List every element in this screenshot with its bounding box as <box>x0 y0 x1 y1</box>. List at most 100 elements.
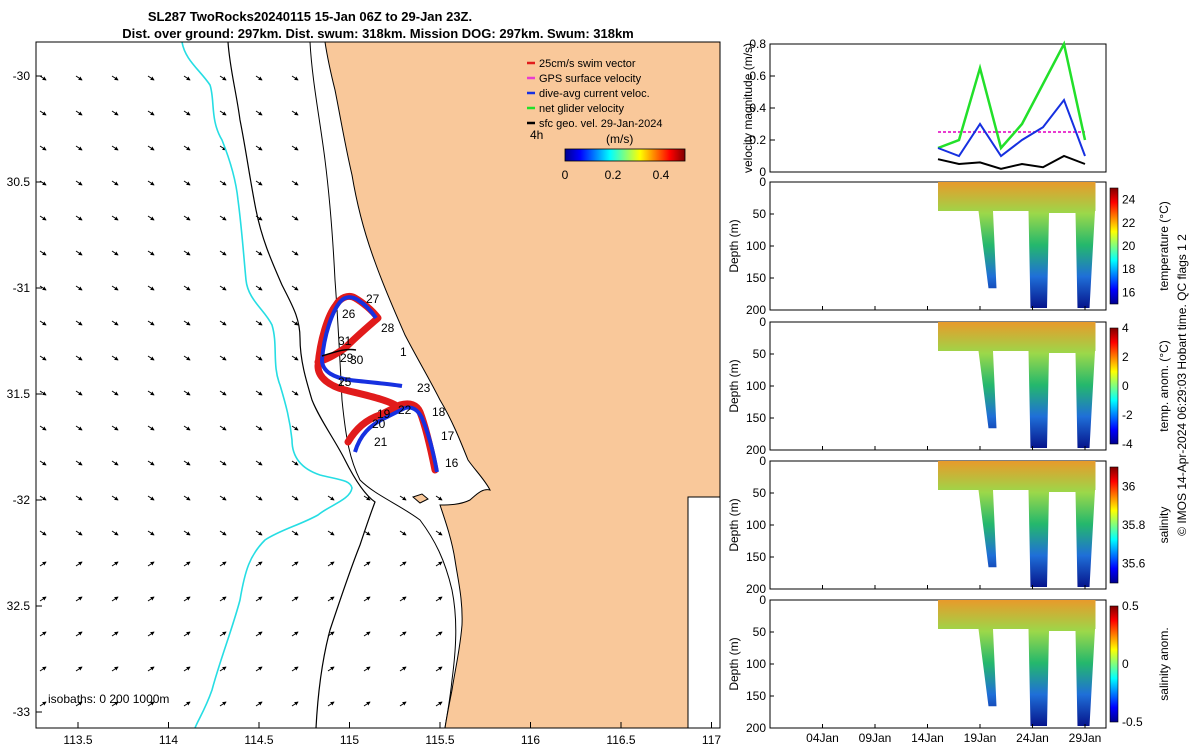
current-arrow <box>219 75 227 81</box>
colorbar-tick-label: 0.4 <box>653 168 670 182</box>
current-arrow <box>147 495 155 501</box>
vel-ytick-label: 0.6 <box>749 69 766 83</box>
current-arrow <box>147 215 155 221</box>
section-data-field <box>938 182 1096 308</box>
current-arrow <box>147 285 155 291</box>
current-arrow <box>39 631 47 637</box>
lon-tick-label: 114 <box>159 733 178 747</box>
current-arrow <box>291 180 299 186</box>
current-arrow <box>183 110 191 116</box>
current-arrow <box>255 561 263 567</box>
current-arrow <box>399 596 407 602</box>
current-arrow <box>291 75 299 81</box>
current-arrow <box>39 320 47 326</box>
depth-ylabel: Depth (m) <box>727 498 741 551</box>
current-arrow <box>255 701 263 707</box>
current-arrow <box>291 355 299 361</box>
current-arrow <box>399 561 407 567</box>
current-arrow <box>75 561 83 567</box>
current-arrow <box>147 460 155 466</box>
current-arrow <box>147 390 155 396</box>
current-arrow <box>255 355 263 361</box>
current-arrow <box>147 631 155 637</box>
current-arrow <box>219 180 227 186</box>
depth-tick-label: 100 <box>746 379 766 393</box>
section-panel-temperature: 0 50 100 150 200 Depth (m) 24 22 20 18 16 temperatu… <box>727 175 1171 317</box>
current-arrow <box>147 596 155 602</box>
map-axis-ticks: 113.5 114 114.5 115 115.5 116 116.5 117-3030.5-… <box>7 69 722 747</box>
colorbar-tick-label: 24 <box>1122 193 1136 207</box>
depth-tick-label: 0 <box>759 175 766 189</box>
section-data-field <box>938 461 1096 587</box>
current-arrow <box>291 285 299 291</box>
current-arrow <box>39 355 47 361</box>
colorbar-tick-label: 35.8 <box>1122 518 1146 532</box>
current-arrow <box>291 666 299 672</box>
lon-tick-label: 116.5 <box>606 733 635 747</box>
map-legend: 25cm/s swim vector GPS surface velocity di… <box>527 58 663 130</box>
isobath-200m <box>227 42 376 728</box>
current-arrow <box>111 530 119 536</box>
current-arrow <box>183 561 191 567</box>
current-arrow <box>219 250 227 256</box>
velocity-ylabel: velocity magnitude (m/s) <box>741 43 755 173</box>
current-arrow <box>111 425 119 431</box>
day-label-20: 20 <box>372 417 386 431</box>
depth-tick-label: 50 <box>753 625 767 639</box>
date-tick-label: 24Jan <box>1016 731 1049 745</box>
land-area <box>324 42 720 728</box>
current-arrow <box>111 390 119 396</box>
depth-tick-label: 0 <box>759 593 766 607</box>
velocity-line-3 <box>937 154 1086 170</box>
day-label-29: 29 <box>340 351 354 365</box>
map-colorbar-ticks: 0 0.2 0.4 <box>562 168 670 182</box>
current-arrow <box>255 250 263 256</box>
depth-tick-label: 50 <box>753 207 767 221</box>
lon-tick-label: 117 <box>702 733 721 747</box>
current-arrow <box>75 75 83 81</box>
day-label-28: 28 <box>381 321 395 335</box>
current-arrow <box>219 460 227 466</box>
day-label-1: 1 <box>400 345 407 359</box>
current-arrow <box>111 285 119 291</box>
lat-tick-label: 30.5 <box>7 175 31 189</box>
day-label-17: 17 <box>441 429 455 443</box>
colorbar-tick-label: 2 <box>1122 350 1129 364</box>
current-arrow <box>363 561 371 567</box>
current-arrow <box>183 596 191 602</box>
garden-island <box>412 493 429 504</box>
current-arrow <box>219 110 227 116</box>
section-panel-salinity-anom-: 0 50 100 150 200 Depth (m) 0.5 0 -0.5 salinity an… <box>727 593 1171 735</box>
current-arrow <box>39 250 47 256</box>
current-arrow <box>75 250 83 256</box>
current-arrow <box>111 180 119 186</box>
lon-tick-label: 114.5 <box>244 733 273 747</box>
current-arrow <box>39 425 47 431</box>
depth-ylabel: Depth (m) <box>727 219 741 272</box>
current-arrow <box>183 320 191 326</box>
current-arrow <box>219 285 227 291</box>
current-arrow <box>327 596 335 602</box>
current-arrow <box>291 145 299 151</box>
current-arrow <box>291 701 299 707</box>
date-tick-label: 09Jan <box>859 731 892 745</box>
day-label-27: 27 <box>366 292 380 306</box>
current-arrow <box>435 530 443 536</box>
current-arrow <box>147 530 155 536</box>
lat-tick-label: -31 <box>13 281 31 295</box>
current-arrow <box>327 530 335 536</box>
current-arrow <box>399 530 407 536</box>
current-arrow <box>39 495 47 501</box>
day-label-23: 23 <box>417 381 431 395</box>
date-tick-label: 14Jan <box>911 731 944 745</box>
current-arrow <box>39 110 47 116</box>
current-arrow <box>255 285 263 291</box>
colorbar-title: (m/s) <box>606 132 633 146</box>
current-arrow <box>255 425 263 431</box>
colorbar-tick-label: 0.5 <box>1122 599 1139 613</box>
lat-tick-label: -30 <box>13 69 31 83</box>
isobath-1000m <box>181 42 353 728</box>
current-arrow <box>75 390 83 396</box>
current-arrow <box>183 250 191 256</box>
